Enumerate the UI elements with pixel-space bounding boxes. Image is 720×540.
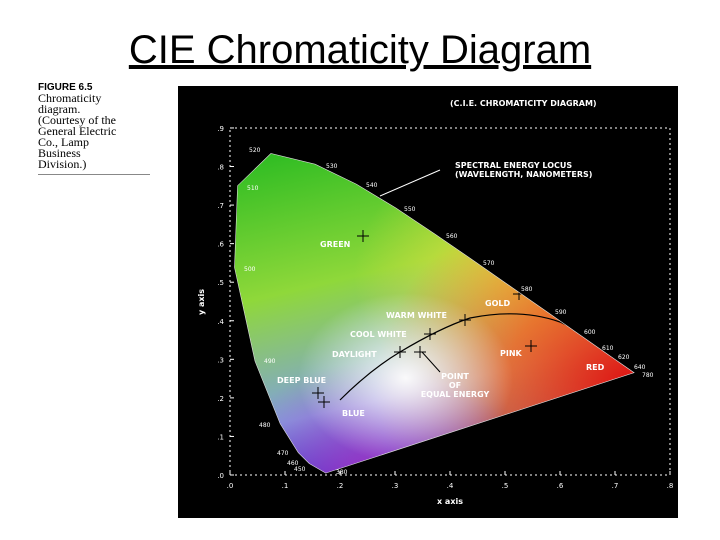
x-tick-label: .7 [612,482,619,490]
wavelength-label: 560 [446,233,458,240]
crosshair [318,396,330,408]
caption-line: diagram. [38,102,81,116]
region-label: GREEN [320,240,350,249]
region-label: OF [449,381,461,390]
x-tick-label: .3 [392,482,399,490]
wavelength-label: 530 [326,163,338,170]
y-tick-label: .7 [217,202,224,210]
x-tick-label: .0 [227,482,234,490]
wavelength-label: 450 [294,466,306,473]
markers [312,230,537,408]
locus-label: (WAVELENGTH, NANOMETERS) [455,170,592,179]
y-axis-label: y axis [197,289,206,315]
slide-title: CIE Chromaticity Diagram [128,28,592,72]
wavelength-label: 640 [634,364,646,371]
x-tick-label: .6 [557,482,564,490]
wavelength-label: 500 [244,266,256,273]
crosshair [513,288,525,300]
wavelength-label: 510 [247,185,259,192]
y-tick-label: .6 [217,241,224,249]
crosshair [312,387,324,399]
locus-label: SPECTRAL ENERGY LOCUS [455,161,572,170]
x-tick-label: .8 [667,482,674,490]
wavelength-label: 580 [521,286,533,293]
caption-line: Chromaticity [38,91,102,105]
wavelength-label: 520 [249,147,261,154]
y-tick-label: .3 [217,356,224,364]
wavelength-label: 610 [602,345,614,352]
crosshair [424,328,436,340]
region-label: RED [586,363,605,372]
wavelength-label: 780 [642,372,654,379]
wavelength-label: 620 [618,354,630,361]
caption-line: Co., Lamp [38,135,89,149]
y-tick-label: .0 [217,472,224,480]
x-tick-label: .1 [282,482,289,490]
x-tick-label: .5 [502,482,509,490]
equal-energy-pointer [421,351,441,373]
wavelength-label: 550 [404,206,416,213]
wavelength-label: 380 [336,469,348,476]
crosshair [357,230,369,242]
wavelength-label: 570 [483,260,495,267]
planckian-locus [339,313,613,401]
region-label: BLUE [342,409,365,418]
locus-pointer [379,169,441,197]
caption-line: (Courtesy of the [38,113,116,127]
crosshair [459,314,471,326]
wavelength-label: 480 [259,422,271,429]
wavelength-label: 590 [555,309,567,316]
wavelength-label: 470 [277,450,289,457]
region-label: WARM WHITE [386,311,447,320]
crosshair [414,346,426,358]
region-label: EQUAL ENERGY [421,390,490,399]
y-tick-label: .4 [217,318,224,326]
y-tick-label: .5 [217,279,224,287]
region-label: GOLD [485,299,510,308]
region-label: COOL WHITE [350,330,407,339]
region-label: PINK [500,349,523,358]
y-tick-label: .9 [217,125,224,133]
region-label: POINT [441,372,469,381]
figure-caption: FIGURE 6.5 Chromaticity diagram. (Courtesy … [38,82,150,175]
caption-line: Business [38,146,81,160]
y-tick-label: .1 [217,433,224,441]
region-label: DEEP BLUE [277,376,326,385]
y-tick-label: .2 [217,395,224,403]
region-label: DAYLIGHT [332,350,377,359]
y-tick-label: .8 [217,164,224,172]
wavelength-label: 460 [287,460,299,467]
wavelength-label: 540 [366,182,378,189]
x-tick-label: .2 [337,482,344,490]
wavelength-label: 600 [584,329,596,336]
wavelength-label: 490 [264,358,276,365]
x-axis-label: x axis [437,497,463,506]
caption-line: FIGURE 6.5 [38,82,93,93]
spectral-locus [234,153,635,474]
caption-line: General Electric [38,124,117,138]
diagram-title: (C.I.E. CHROMATICITY DIAGRAM) [450,99,597,108]
x-tick-label: .4 [447,482,454,490]
caption-line: Division.) [38,157,87,171]
crosshair [394,346,406,358]
crosshair [525,340,537,352]
